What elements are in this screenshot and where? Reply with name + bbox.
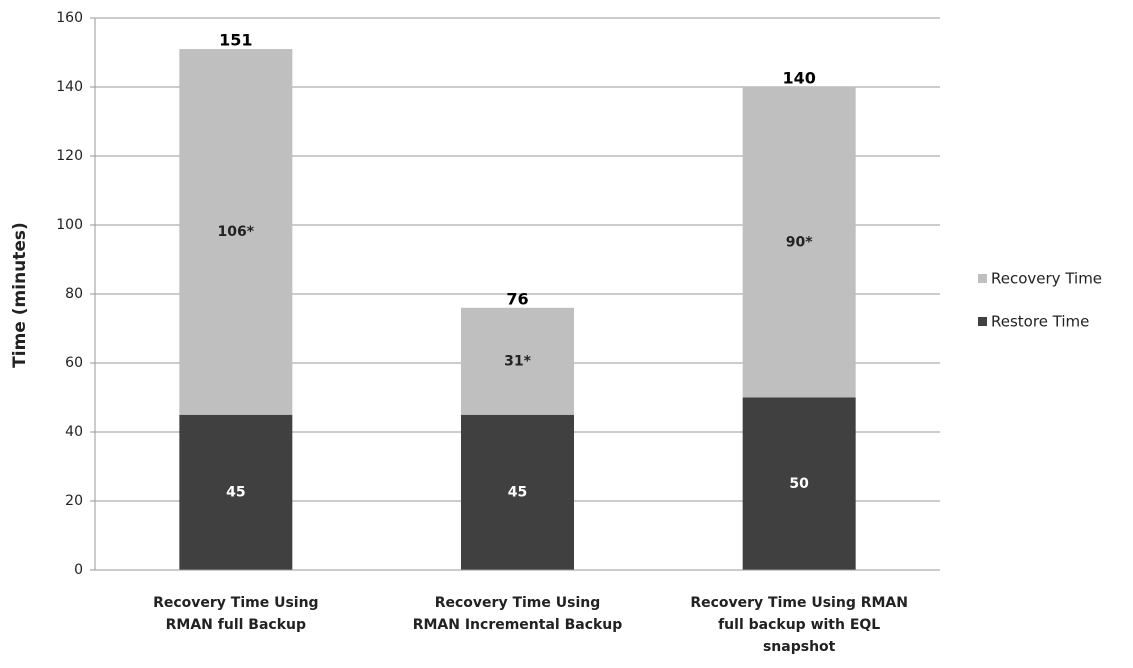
y-tick-label: 100 xyxy=(56,217,83,233)
bar-segment xyxy=(461,414,574,570)
total-label: 140 xyxy=(782,69,815,88)
y-tick-label: 0 xyxy=(74,562,83,578)
y-tick-label: 40 xyxy=(65,424,83,440)
legend-swatch xyxy=(978,274,987,283)
bar-segment xyxy=(461,307,574,415)
y-tick-label: 160 xyxy=(56,10,83,26)
x-tick-label: Recovery Time Using RMAN xyxy=(690,595,908,611)
y-axis-label: Time (minutes) xyxy=(10,222,30,368)
x-tick-label: RMAN full Backup xyxy=(166,617,306,633)
y-tick-label: 20 xyxy=(65,493,83,509)
legend-label: Recovery Time xyxy=(991,270,1102,288)
data-label: 45 xyxy=(226,484,245,500)
y-tick-label: 120 xyxy=(56,148,83,164)
data-label: 31* xyxy=(504,353,531,369)
x-tick-label: full backup with EQL xyxy=(718,617,880,633)
legend-label: Restore Time xyxy=(991,313,1089,331)
total-label: 151 xyxy=(219,31,252,50)
bar-segment xyxy=(179,49,293,415)
y-tick-label: 80 xyxy=(65,286,83,302)
data-label: 90* xyxy=(786,234,813,250)
data-label: 45 xyxy=(508,484,527,500)
x-tick-label: Recovery Time Using xyxy=(153,595,319,611)
y-tick-label: 140 xyxy=(56,79,83,95)
legend-swatch xyxy=(978,317,987,326)
x-tick-label: Recovery Time Using xyxy=(435,595,601,611)
x-tick-label: RMAN Incremental Backup xyxy=(413,617,623,633)
x-tick-label: snapshot xyxy=(763,639,836,655)
total-label: 76 xyxy=(506,289,528,308)
data-label: 106* xyxy=(218,224,255,240)
data-label: 50 xyxy=(789,476,809,492)
y-tick-label: 60 xyxy=(65,355,83,371)
bar-segment xyxy=(179,414,293,570)
bar-segment xyxy=(742,397,856,570)
bar-segment xyxy=(742,87,856,398)
